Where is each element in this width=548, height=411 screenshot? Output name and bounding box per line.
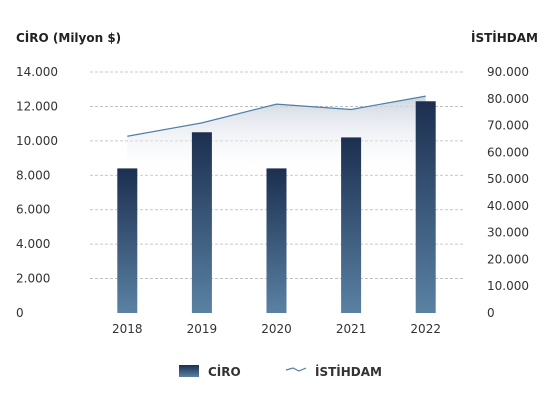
left-tick-label: 12.000 bbox=[16, 99, 58, 113]
legend-istihdam-label: İSTİHDAM bbox=[315, 364, 382, 379]
right-tick-label: 10.000 bbox=[487, 279, 529, 293]
x-tick-label: 2020 bbox=[261, 322, 292, 336]
ciro-bar-series bbox=[117, 101, 436, 313]
right-tick-label: 60.000 bbox=[487, 145, 529, 159]
ciro-bar bbox=[415, 101, 436, 313]
left-tick-label: 6.000 bbox=[16, 203, 50, 217]
left-tick-label: 4.000 bbox=[16, 237, 50, 251]
left-axis-title: CİRO (Milyon $) bbox=[16, 30, 121, 45]
ciro-bar bbox=[117, 168, 138, 313]
right-tick-label: 70.000 bbox=[487, 119, 529, 133]
ciro-bar bbox=[266, 168, 287, 313]
legend-istihdam-swatch bbox=[285, 367, 307, 372]
right-tick-label: 0 bbox=[487, 306, 495, 320]
right-tick-label: 40.000 bbox=[487, 199, 529, 213]
right-tick-label: 80.000 bbox=[487, 92, 529, 106]
legend-ciro-label: CİRO bbox=[208, 364, 241, 379]
right-tick-label: 90.000 bbox=[487, 65, 529, 79]
x-tick-label: 2019 bbox=[187, 322, 218, 336]
ciro-bar bbox=[191, 132, 212, 313]
istihdam-line-series bbox=[127, 95, 426, 137]
left-axis-ticks: 0 2.000 4.000 6.000 8.000 10.000 12.000 14.000 bbox=[16, 65, 58, 320]
left-tick-label: 2.000 bbox=[16, 272, 50, 286]
left-tick-label: 0 bbox=[16, 306, 24, 320]
left-tick-label: 8.000 bbox=[16, 168, 50, 182]
right-axis-title: İSTİHDAM bbox=[471, 30, 538, 45]
istihdam-area-series bbox=[127, 96, 426, 180]
left-tick-label: 10.000 bbox=[16, 134, 58, 148]
x-axis-ticks: 2018 2019 2020 2021 2022 bbox=[112, 322, 441, 336]
x-tick-label: 2022 bbox=[410, 322, 441, 336]
x-tick-label: 2018 bbox=[112, 322, 143, 336]
right-tick-label: 20.000 bbox=[487, 252, 529, 266]
legend: CİRO İSTİHDAM bbox=[179, 364, 382, 379]
ciro-bar bbox=[341, 137, 362, 313]
left-tick-label: 14.000 bbox=[16, 65, 58, 79]
right-tick-label: 50.000 bbox=[487, 172, 529, 186]
right-tick-label: 30.000 bbox=[487, 226, 529, 240]
legend-ciro-swatch bbox=[179, 365, 199, 377]
x-tick-label: 2021 bbox=[336, 322, 367, 336]
istihdam-area bbox=[127, 96, 426, 180]
right-axis-ticks: 0 10.000 20.000 30.000 40.000 50.000 60.000 70.… bbox=[487, 65, 529, 320]
